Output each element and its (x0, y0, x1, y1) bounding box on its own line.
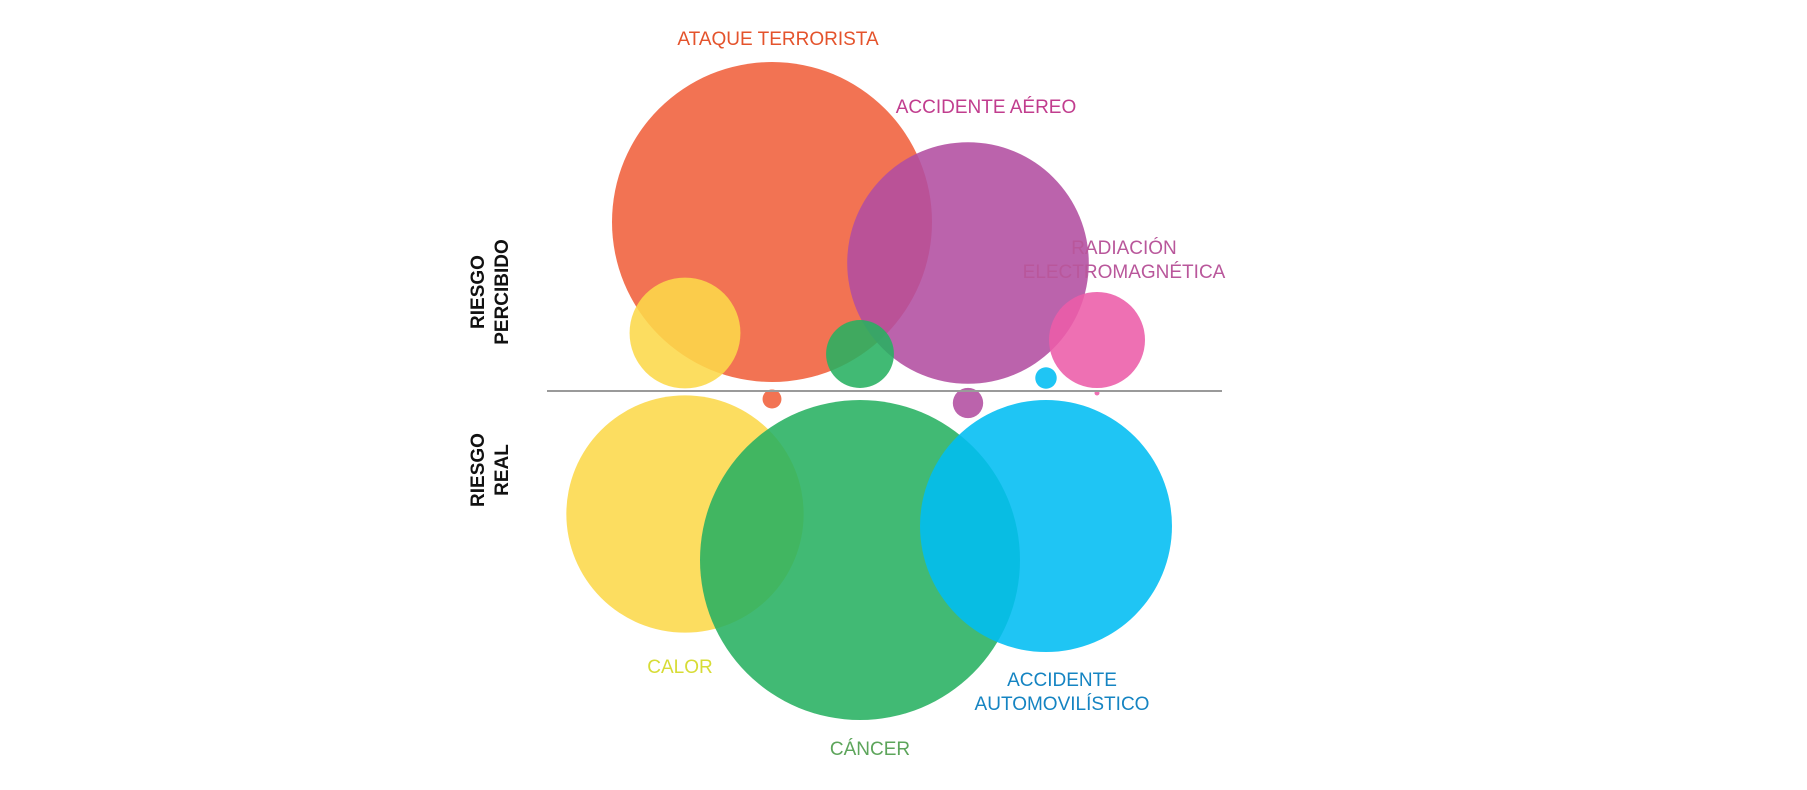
accidente-aereo-label: ACCIDENTE AÉREO (896, 97, 1077, 118)
radiacion-electromagnetica-perceived-bubble (1049, 292, 1145, 388)
accidente-automovilistico-real-bubble (920, 400, 1172, 652)
panel-labels: RIESGO PERCIBIDO RIESGO REAL (468, 239, 513, 507)
ataque-terrorista-real-bubble (762, 389, 782, 409)
bubbles-layer (566, 62, 1172, 720)
panel-label-real: RIESGO REAL (468, 433, 513, 507)
cancer-label: CÁNCER (830, 739, 910, 760)
calor-perceived-bubble (629, 277, 741, 389)
cancer-perceived-bubble (826, 320, 894, 388)
calor-label: CALOR (647, 657, 712, 678)
radiacion-electromagnetica-label: RADIACIÓN ELECTROMAGNÉTICA (1023, 237, 1226, 283)
accidente-aereo-real-bubble (952, 387, 984, 419)
labels-layer: ATAQUE TERRORISTA ACCIDENTE AÉREO RADIACIÓ… (647, 29, 1225, 760)
accidente-automovilistico-perceived-bubble (1035, 367, 1057, 389)
ataque-terrorista-label: ATAQUE TERRORISTA (677, 29, 879, 50)
accidente-aereo-perceived-bubble (847, 142, 1089, 384)
panel-label-perceived: RIESGO PERCIBIDO (468, 239, 513, 345)
accidente-automovilistico-label: ACCIDENTE AUTOMOVILÍSTICO (975, 670, 1150, 715)
